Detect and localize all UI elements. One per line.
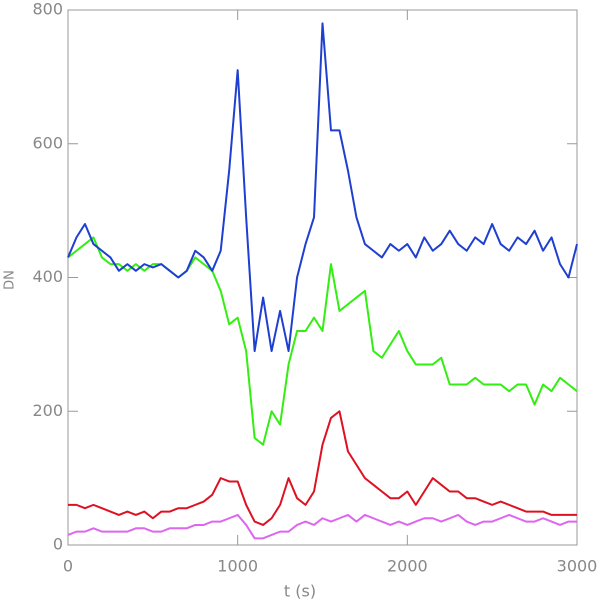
data-line	[67, 236, 578, 446]
y-tick-label: 0	[53, 535, 63, 554]
data-line	[67, 513, 577, 540]
y-axis-label: DN	[3, 270, 18, 290]
y-tick-label: 600	[32, 133, 63, 152]
x-tick-label: 0	[63, 557, 73, 576]
x-tick-label: 3000	[557, 557, 598, 576]
x-tick-label: 2000	[387, 557, 428, 576]
y-tick-label: 400	[32, 267, 63, 286]
y-tick-label: 800	[32, 0, 63, 19]
x-axis-label: t (s)	[284, 582, 316, 601]
y-tick-label: 200	[32, 401, 63, 420]
data-line	[67, 22, 578, 353]
x-tick-label: 1000	[217, 557, 258, 576]
plot-frame	[67, 9, 578, 546]
data-line	[68, 410, 577, 526]
